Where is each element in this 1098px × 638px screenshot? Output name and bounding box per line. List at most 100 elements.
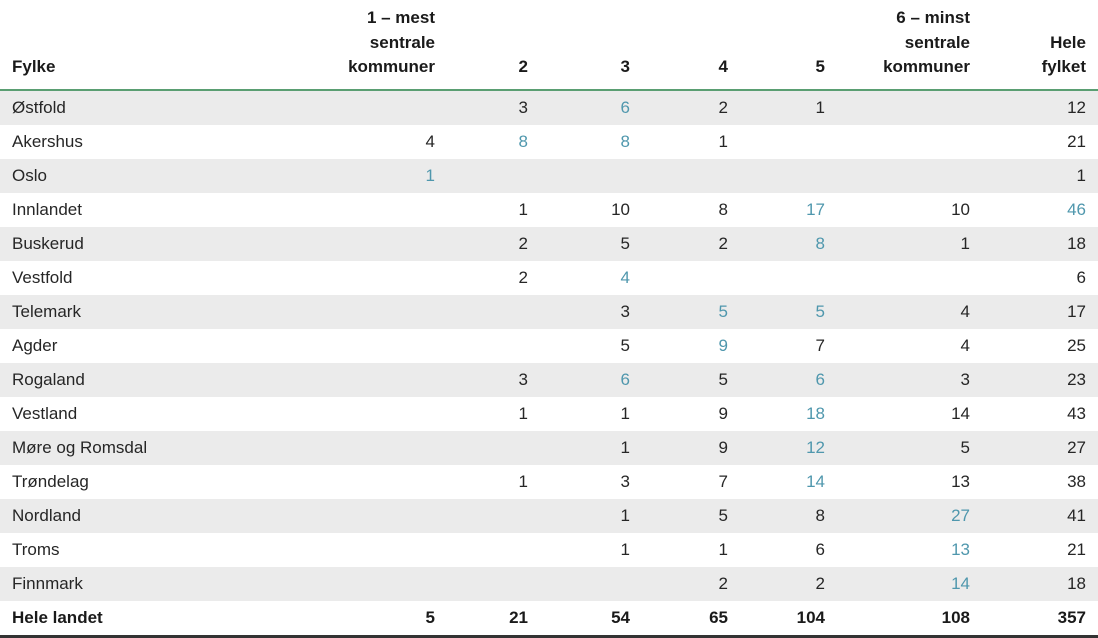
value-cell (740, 159, 837, 193)
total-cell: 357 (982, 600, 1098, 638)
value-cell: 2 (518, 233, 528, 253)
value-cell: 5 (960, 437, 970, 457)
value-cell: 9 (718, 335, 728, 355)
value-cell (242, 261, 447, 295)
value-cell: 5 (718, 301, 728, 321)
value-cell: 25 (1067, 335, 1086, 355)
county-name: Akershus (12, 131, 83, 151)
value-cell: 3 (518, 369, 528, 389)
table-row: Østfold 3 6 2 1 12 (0, 89, 1098, 125)
value-cell: 1 (815, 97, 825, 117)
value-cell (242, 533, 447, 567)
total-cell: 104 (740, 600, 837, 638)
column-header-centrality-1: 1 – mest sentrale kommuner (242, 0, 447, 91)
value-cell (837, 125, 982, 159)
value-cell: 18 (1067, 233, 1086, 253)
county-name: Buskerud (12, 233, 84, 253)
value-cell: 1 (620, 437, 630, 457)
value-cell (740, 261, 837, 295)
value-cell (642, 159, 740, 193)
value-cell: 41 (1067, 505, 1086, 525)
header-row: Fylke 1 – mest sentrale kommuner 2 3 4 5… (0, 0, 1098, 91)
table-row: Trøndelag 1 3 7 14 13 38 (0, 465, 1098, 499)
value-cell: 6 (815, 539, 825, 559)
value-cell: 4 (620, 267, 630, 287)
value-cell: 6 (1076, 267, 1086, 287)
value-cell (447, 159, 540, 193)
value-cell: 8 (815, 505, 825, 525)
value-cell: 3 (960, 369, 970, 389)
value-cell: 43 (1067, 403, 1086, 423)
value-cell: 46 (1067, 199, 1086, 219)
value-cell: 17 (806, 199, 825, 219)
value-cell: 1 (718, 539, 728, 559)
column-header-centrality-3: 3 (540, 0, 642, 91)
value-cell: 13 (951, 471, 970, 491)
column-header-hele-fylket: Hele fylket (982, 0, 1098, 91)
table-footer: Hele landet 5 21 54 65 104 108 357 (0, 600, 1098, 638)
value-cell: 23 (1067, 369, 1086, 389)
value-cell: 14 (951, 573, 970, 593)
value-cell (242, 295, 447, 329)
value-cell: 13 (951, 539, 970, 559)
value-cell: 2 (815, 573, 825, 593)
value-cell (837, 159, 982, 193)
column-header-centrality-6: 6 – minst sentrale kommuner (837, 0, 982, 91)
column-header-centrality-4: 4 (642, 0, 740, 91)
value-cell: 3 (518, 97, 528, 117)
county-name: Rogaland (12, 369, 85, 389)
value-cell: 10 (951, 199, 970, 219)
value-cell (740, 125, 837, 159)
table-row: Finnmark 2 2 14 18 (0, 566, 1098, 601)
value-cell: 1 (518, 199, 528, 219)
value-cell: 8 (718, 199, 728, 219)
value-cell (242, 465, 447, 499)
table-row: Innlandet 1 10 8 17 10 46 (0, 193, 1098, 227)
county-name: Vestland (12, 403, 78, 423)
value-cell: 10 (611, 199, 630, 219)
county-name: Agder (12, 335, 58, 355)
value-cell (242, 499, 447, 533)
county-name: Oslo (12, 165, 47, 185)
value-cell: 9 (718, 403, 728, 423)
table-body: Østfold 3 6 2 1 12 Akershus 4 8 8 1 21 Oslo 1 1 Innland… (0, 89, 1098, 601)
table-row: Vestland 1 1 9 18 14 43 (0, 397, 1098, 431)
value-cell: 1 (960, 233, 970, 253)
county-name: Møre og Romsdal (12, 437, 148, 457)
value-cell: 3 (620, 301, 630, 321)
column-header-centrality-5: 5 (740, 0, 837, 91)
value-cell: 6 (620, 369, 630, 389)
table-row: Rogaland 3 6 5 6 3 23 (0, 362, 1098, 397)
total-row: Hele landet 5 21 54 65 104 108 357 (0, 600, 1098, 638)
value-cell: 21 (1067, 539, 1086, 559)
value-cell: 8 (620, 131, 630, 151)
value-cell: 1 (518, 471, 528, 491)
value-cell: 4 (425, 131, 435, 151)
value-cell: 2 (718, 573, 728, 593)
table-row: Møre og Romsdal 1 9 12 5 27 (0, 430, 1098, 465)
value-cell: 6 (620, 97, 630, 117)
value-cell: 2 (518, 267, 528, 287)
table-row: Nordland 1 5 8 27 41 (0, 498, 1098, 533)
value-cell: 2 (718, 233, 728, 253)
value-cell: 7 (718, 471, 728, 491)
value-cell (242, 567, 447, 601)
value-cell: 1 (1076, 165, 1086, 185)
table-row: Vestfold 2 4 6 (0, 261, 1098, 295)
county-name: Innlandet (12, 199, 82, 219)
column-header-fylke: Fylke (0, 0, 242, 91)
total-cell: 108 (837, 600, 982, 638)
value-cell: 4 (960, 301, 970, 321)
county-name: Vestfold (12, 267, 73, 287)
value-cell: 7 (815, 335, 825, 355)
value-cell: 8 (815, 233, 825, 253)
value-cell: 1 (620, 505, 630, 525)
value-cell (242, 193, 447, 227)
value-cell (242, 90, 447, 125)
table-row: Troms 1 1 6 13 21 (0, 533, 1098, 567)
table-row: Telemark 3 5 5 4 17 (0, 294, 1098, 329)
value-cell: 8 (518, 131, 528, 151)
value-cell (242, 397, 447, 431)
value-cell: 5 (620, 335, 630, 355)
county-name: Telemark (12, 301, 81, 321)
